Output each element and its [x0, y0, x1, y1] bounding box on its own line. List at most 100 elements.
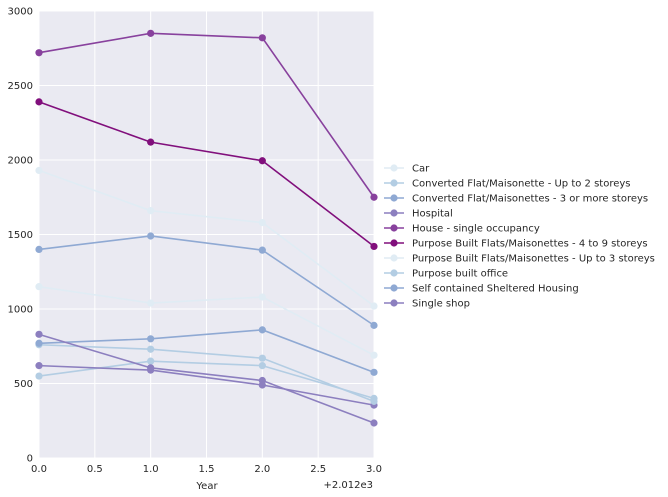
series [35, 326, 378, 376]
x-axis-label: Year [195, 481, 218, 492]
legend-swatch-marker [390, 269, 398, 277]
x-tick-labels: 0.0 0.5 1.0 1.5 2.0 2.5 3.0 [31, 464, 382, 475]
data-point [370, 193, 378, 201]
data-point [147, 29, 155, 37]
legend-entry: Single shop [384, 299, 470, 310]
data-point [147, 299, 155, 307]
y-tick-label: 500 [14, 379, 33, 390]
data-point [370, 419, 378, 427]
data-point [35, 49, 43, 57]
y-tick-label: 0 [27, 454, 33, 465]
series [35, 232, 378, 329]
legend-entry: Purpose Built Flats/Maisonettes - 4 to 9… [384, 239, 648, 250]
data-point [147, 232, 155, 240]
data-point [258, 218, 266, 227]
legend-swatch-marker [390, 254, 398, 262]
x-tick-label: 2.5 [310, 464, 326, 475]
data-point [370, 351, 378, 359]
x-tick-label: 1.5 [199, 464, 215, 475]
y-tick-label: 2500 [8, 81, 33, 92]
data-point [258, 157, 266, 165]
series-line [38, 343, 375, 403]
data-point [258, 34, 266, 42]
legend-swatch-marker [390, 284, 398, 292]
x-tick-label: 3.0 [366, 464, 382, 475]
legend-entry: Purpose built office [384, 269, 508, 280]
series-line [38, 235, 375, 327]
x-tick-label: 0.5 [87, 464, 103, 475]
legend-label: Converted Flat/Maisonette - Up to 2 stor… [412, 179, 631, 190]
data-point [35, 283, 43, 291]
series-line [38, 285, 375, 356]
series-line [38, 169, 375, 307]
y-tick-label: 1500 [8, 230, 33, 241]
legend-entry: Converted Flat/Maisonettes - 3 or more s… [384, 194, 648, 205]
series [35, 166, 378, 310]
data-point [258, 362, 266, 370]
x-axis-offset-label: +2.012e3 [323, 480, 373, 491]
legend-entry: House - single occupancy [384, 224, 540, 235]
data-point [147, 207, 155, 215]
data-point [370, 302, 378, 310]
legend-label: Hospital [412, 209, 453, 220]
series-line [38, 333, 375, 424]
series-line [38, 329, 375, 374]
legend-label: Self contained Sheltered Housing [412, 284, 579, 295]
data-point [35, 330, 43, 338]
data-point [258, 376, 266, 385]
data-point [258, 326, 266, 334]
data-point [258, 293, 266, 301]
legend-entry: Purpose Built Flats/Maisonettes - Up to … [384, 254, 655, 265]
legend-label: Purpose Built Flats/Maisonettes - Up to … [412, 254, 655, 265]
legend-label: Converted Flat/Maisonettes - 3 or more s… [412, 194, 648, 205]
legend-label: House - single occupancy [412, 224, 540, 235]
data-point [370, 242, 378, 251]
series [35, 29, 378, 201]
data-point [35, 166, 43, 175]
data-point [370, 397, 378, 405]
y-tick-label: 1000 [8, 305, 33, 316]
series-layer [35, 29, 378, 427]
legend-label: Single shop [412, 299, 470, 310]
data-point [35, 362, 43, 370]
data-point [370, 368, 378, 376]
data-point [147, 335, 155, 343]
series [35, 98, 378, 251]
legend: Car Converted Flat/Maisonette - Up to 2 s… [384, 164, 655, 310]
series-line [38, 364, 375, 406]
data-point [35, 339, 43, 347]
data-point [258, 246, 266, 254]
series-line [38, 101, 375, 248]
data-point [258, 354, 266, 362]
legend-entry: Car [384, 164, 430, 175]
data-point [35, 98, 43, 106]
series-line [38, 32, 375, 198]
x-tick-label: 2.0 [254, 464, 270, 475]
y-tick-labels: 0 500 1000 1500 2000 2500 3000 [8, 7, 33, 465]
data-point [370, 321, 378, 329]
series [35, 330, 378, 427]
legend-swatch-marker [390, 179, 398, 187]
legend-swatch-marker [390, 194, 398, 202]
legend-label: Purpose Built Flats/Maisonettes - 4 to 9… [412, 239, 648, 250]
legend-entry: Hospital [384, 209, 453, 220]
series [35, 283, 378, 359]
x-tick-label: 1.0 [143, 464, 159, 475]
data-point [147, 357, 155, 365]
data-point [147, 364, 155, 372]
legend-label: Car [412, 164, 430, 175]
data-point [35, 245, 43, 253]
legend-swatch-marker [390, 239, 398, 247]
legend-swatch-marker [390, 224, 398, 232]
data-point [147, 345, 155, 353]
legend-swatch-marker [390, 209, 398, 217]
data-point [35, 372, 43, 380]
legend-swatch-marker [390, 299, 398, 307]
data-point [147, 138, 155, 146]
y-tick-label: 3000 [8, 7, 33, 18]
y-tick-label: 2000 [8, 156, 33, 167]
x-tick-label: 0.0 [31, 464, 47, 475]
legend-swatch-marker [390, 164, 398, 172]
legend-entry: Converted Flat/Maisonette - Up to 2 stor… [384, 179, 631, 190]
